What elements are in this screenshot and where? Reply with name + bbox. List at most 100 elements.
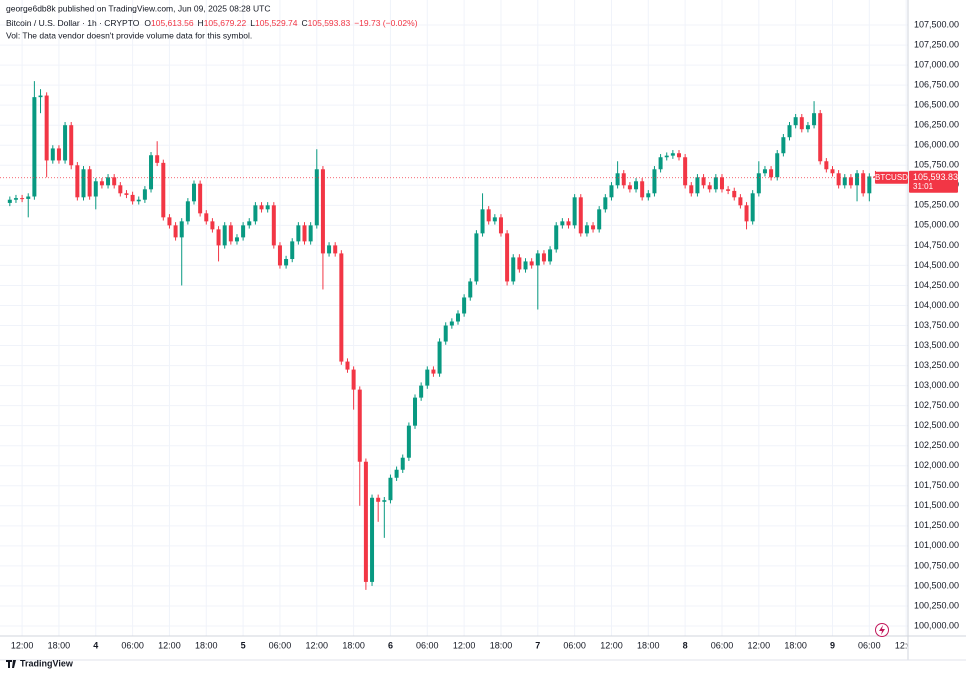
candle-body (406, 425, 411, 458)
grid-layer (0, 0, 908, 636)
candle-body (505, 233, 510, 282)
candle-body (308, 225, 313, 242)
candle-body (210, 221, 215, 230)
candle-body (50, 148, 55, 161)
candle-body (719, 177, 724, 190)
candle-body (155, 155, 160, 163)
candle-body (38, 95, 43, 98)
y-tick-label: 102,000.00 (914, 460, 959, 470)
candle-body (26, 196, 31, 199)
candle-body (762, 169, 767, 174)
y-tick-label: 106,750.00 (914, 80, 959, 90)
candle-body (689, 185, 694, 194)
x-tick-label: 12:00 (453, 640, 476, 650)
candle-body (345, 361, 350, 370)
candle-body (597, 209, 602, 230)
y-tick-label: 105,750.00 (914, 160, 959, 170)
candle-body (296, 225, 301, 242)
x-tick-label: 18:00 (48, 640, 71, 650)
x-tick-label: 12:00 (748, 640, 771, 650)
candle-body (259, 205, 264, 210)
candle-body (627, 185, 632, 190)
o-label: O (144, 18, 151, 28)
x-tick-label: 8 (683, 640, 688, 650)
o-value: 105,613.56 (151, 18, 194, 28)
candle-body (836, 173, 841, 186)
y-tick-label: 101,250.00 (914, 520, 959, 530)
candle-body (523, 261, 528, 270)
candle-body (732, 190, 737, 198)
candle-body (222, 225, 227, 246)
candle-body (419, 385, 424, 398)
candle-body (683, 157, 688, 186)
candle-body (572, 197, 577, 226)
candle-body (241, 225, 246, 238)
candle-body (290, 241, 295, 260)
candle-body (351, 369, 356, 390)
candle-body (535, 253, 540, 266)
candle-body (363, 461, 368, 582)
candle-body (566, 221, 571, 226)
candle-body (861, 173, 866, 194)
candle-body (327, 245, 332, 254)
x-tick-label: 18:00 (784, 640, 807, 650)
candle-body (93, 181, 98, 197)
candle-body (56, 148, 61, 161)
candle-body (462, 297, 467, 314)
candle-body (413, 397, 418, 426)
candle-body (498, 217, 503, 234)
candle-body (554, 225, 559, 250)
x-tick-label: 06:00 (858, 640, 881, 650)
y-tick-label: 103,500.00 (914, 340, 959, 350)
candle-body (652, 169, 657, 194)
candle-body (425, 369, 430, 386)
y-tick-label: 106,250.00 (914, 120, 959, 130)
candle-layer (0, 81, 908, 590)
y-tick-label: 101,500.00 (914, 500, 959, 510)
candle-body (314, 169, 319, 226)
x-tick-label: 06:00 (563, 640, 586, 650)
candle-body (664, 155, 669, 158)
x-tick-label: 18:00 (342, 640, 365, 650)
y-tick-label: 107,500.00 (914, 19, 959, 29)
candle-body (394, 469, 399, 478)
candle-body (793, 117, 798, 126)
y-tick-label: 100,000.00 (914, 620, 959, 630)
candle-body (455, 313, 460, 322)
candle-body (198, 183, 203, 214)
y-tick-label: 103,000.00 (914, 380, 959, 390)
h-value: 105,679.22 (204, 18, 247, 28)
candle-body (376, 497, 381, 502)
y-tick-label: 106,000.00 (914, 140, 959, 150)
candle-body (818, 113, 823, 162)
candle-body (247, 221, 252, 226)
candle-body (769, 169, 774, 178)
candle-body (541, 253, 546, 262)
candle-body (584, 225, 589, 234)
x-tick-label: 18:00 (195, 640, 218, 650)
y-tick-label: 101,000.00 (914, 540, 959, 550)
x-tick-label: 7 (535, 640, 540, 650)
x-tick-label: 18:00 (637, 640, 660, 650)
candle-body (744, 205, 749, 222)
candle-body (867, 176, 872, 194)
candle-body (388, 477, 393, 501)
candle-body (480, 209, 485, 234)
candle-body (63, 125, 68, 161)
y-tick-label: 105,000.00 (914, 220, 959, 230)
candle-body (603, 197, 608, 210)
candle-body (75, 165, 80, 198)
brand: TradingView (6, 658, 74, 668)
candle-body (621, 173, 626, 186)
candle-body (333, 245, 338, 254)
candle-body (701, 177, 706, 186)
candle-body (781, 137, 786, 154)
candle-body (468, 281, 473, 298)
candle-body (431, 369, 436, 374)
y-tick-label: 103,750.00 (914, 320, 959, 330)
y-tick-label: 102,500.00 (914, 420, 959, 430)
y-tick-label: 104,500.00 (914, 260, 959, 270)
y-tick-label: 107,000.00 (914, 59, 959, 69)
symbol: Bitcoin / U.S. Dollar · 1h · CRYPTO (6, 18, 140, 28)
